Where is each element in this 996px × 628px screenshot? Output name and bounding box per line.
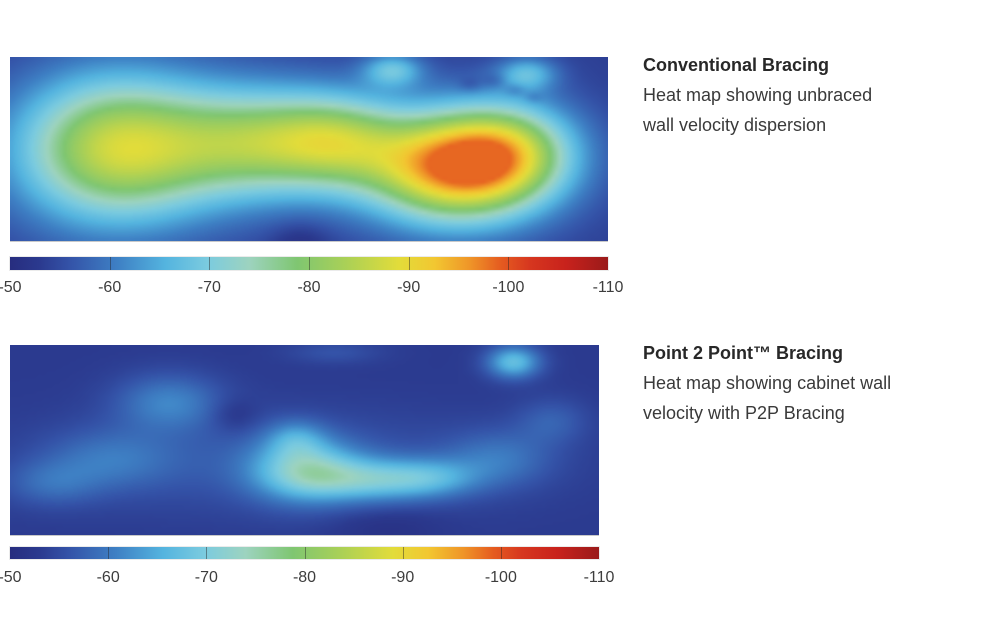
caption-conventional: Conventional Bracing Heat map showing un…: [643, 50, 988, 140]
section-title: Conventional Bracing: [643, 55, 830, 75]
colorbar-tick: [508, 257, 510, 270]
caption-p2p: Point 2 Point™ Bracing Heat map showing …: [643, 338, 988, 428]
caption-line: velocity with P2P Bracing: [643, 403, 845, 423]
colorbar-tick: [309, 257, 310, 270]
section-title: Point 2 Point™ Bracing: [643, 343, 844, 363]
colorbar-scale-conventional: -50 -60 -70 -80 -90 -100 -110: [0, 278, 623, 298]
colorbar-tick-label: -90: [397, 279, 421, 296]
colorbar-tick-label: -100: [492, 279, 525, 296]
colorbar-tick: [402, 547, 404, 559]
colorbar-tick-label: -70: [194, 569, 218, 586]
colorbar-tick: [408, 257, 410, 270]
heatmap-conventional-bracing: [10, 57, 608, 242]
colorbar-tick-label: -100: [484, 569, 517, 586]
caption-line: wall velocity dispersion: [643, 115, 827, 135]
colorbar-tick-label: -80: [297, 279, 321, 296]
colorbar-tick-label: -90: [391, 569, 415, 586]
colorbar-tick-label: -60: [96, 569, 120, 586]
colorbar-tick-label: -110: [592, 279, 624, 296]
colorbar-tick-label: -70: [197, 279, 221, 296]
colorbar-tick: [209, 257, 211, 270]
colorbar-tick: [206, 547, 208, 559]
colorbar-tick: [500, 547, 502, 559]
colorbar-p2p: [9, 546, 600, 560]
colorbar-tick-label: -60: [98, 279, 122, 296]
colorbar-tick: [108, 547, 110, 559]
colorbar-tick-label: -80: [292, 569, 317, 586]
colorbar-tick: [304, 547, 306, 559]
colorbar-conventional: [9, 256, 609, 271]
colorbar-tick-label: -50: [0, 569, 22, 586]
caption-line: Heat map showing cabinet wall: [643, 373, 892, 393]
colorbar-tick-label: -50: [0, 279, 22, 296]
colorbar-tick-label: -110: [583, 569, 615, 586]
heatmap-p2p-bracing: [10, 345, 599, 536]
caption-line: Heat map showing unbraced: [643, 85, 873, 105]
colorbar-tick: [109, 257, 111, 270]
colorbar-scale-p2p: -50 -60 -70 -80 -90 -100 -110: [0, 568, 614, 588]
